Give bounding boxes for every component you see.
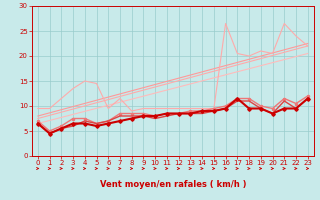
X-axis label: Vent moyen/en rafales ( km/h ): Vent moyen/en rafales ( km/h ) [100,180,246,189]
